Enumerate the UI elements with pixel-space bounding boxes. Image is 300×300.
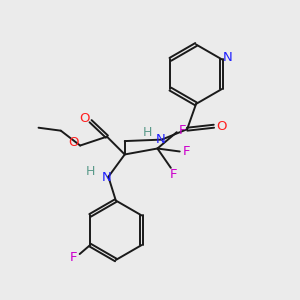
Text: O: O [216, 120, 226, 133]
Text: O: O [68, 136, 79, 149]
Text: N: N [102, 171, 112, 184]
Text: F: F [179, 124, 186, 137]
Text: F: F [182, 145, 190, 158]
Text: N: N [155, 133, 165, 146]
Text: O: O [79, 112, 89, 125]
Text: F: F [170, 168, 178, 181]
Text: F: F [70, 251, 77, 264]
Text: H: H [85, 165, 94, 178]
Text: H: H [142, 126, 152, 139]
Text: N: N [222, 51, 232, 64]
